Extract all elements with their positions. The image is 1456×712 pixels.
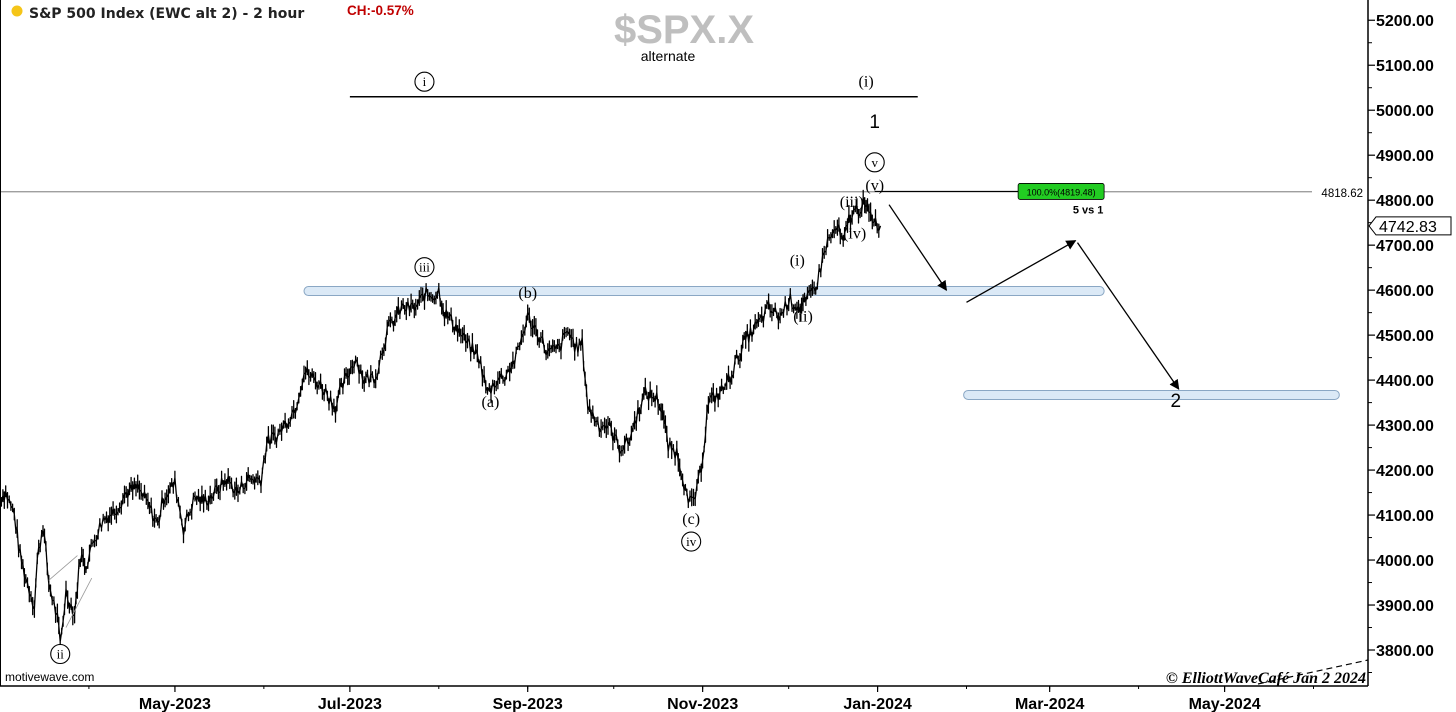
y-tick-label: 4000.00 xyxy=(1376,553,1434,570)
support-zone-2 xyxy=(963,389,1340,400)
wave-label: ii xyxy=(50,643,71,665)
wave-label-text: (a) xyxy=(482,394,500,411)
projection-arrow-down xyxy=(888,204,947,291)
wave-label: (a) xyxy=(482,394,500,411)
wave-label: (iv) xyxy=(843,225,866,242)
target-box xyxy=(1017,183,1105,200)
watermark-symbol: $SPX.X xyxy=(614,8,754,52)
trend-line-lower xyxy=(65,577,93,628)
trend-line-upper xyxy=(48,555,78,581)
x-tick-label[interactable]: Nov-2023 xyxy=(667,696,738,712)
wave-label: (v) xyxy=(865,177,884,194)
y-tick-label: 5000.00 xyxy=(1376,103,1434,120)
wave-label: (iii) xyxy=(840,194,864,211)
watermark-subtitle: alternate xyxy=(641,48,696,64)
target-note: 5 vs 1 xyxy=(1073,204,1104,216)
wave-label-text: (i) xyxy=(790,252,805,269)
x-tick-label[interactable]: Jul-2023 xyxy=(318,696,382,712)
x-tick-label[interactable]: Mar-2024 xyxy=(1015,696,1084,712)
target-wave-label: 2 xyxy=(1171,391,1182,412)
wave-label: iii xyxy=(414,257,435,278)
wave-label-text: (v) xyxy=(865,177,884,194)
grid xyxy=(0,191,1312,193)
wave-label-text: (c) xyxy=(682,511,700,528)
wave-circle-icon xyxy=(681,531,702,552)
dashed-decoration xyxy=(1257,659,1369,685)
y-tick-label: 4800.00 xyxy=(1376,193,1434,210)
wave-label-text: (b) xyxy=(518,285,537,302)
y-tick-label: 4300.00 xyxy=(1376,418,1434,435)
wave-label-text: v xyxy=(871,155,878,170)
status-dot-icon xyxy=(11,5,23,17)
change-value: CH:-0.57% xyxy=(347,3,414,18)
wave-label: v xyxy=(864,152,885,173)
wave-label-text: iii xyxy=(419,260,430,275)
wave-circle-icon xyxy=(414,257,435,278)
wave-label: (i) xyxy=(790,252,805,269)
wave-circle-icon xyxy=(864,152,885,173)
price-series xyxy=(0,189,882,650)
y-tick-label: 4500.00 xyxy=(1376,328,1434,345)
current-price-label: 4742.83 xyxy=(1379,219,1437,236)
wave-label: (ii) xyxy=(793,309,813,326)
wave-label-text: (ii) xyxy=(793,309,813,326)
y-tick-label: 4900.00 xyxy=(1376,148,1434,165)
x-tick-label[interactable]: Sep-2023 xyxy=(493,696,563,712)
wave-label: 1 xyxy=(869,112,880,133)
wave-circle-icon xyxy=(50,643,71,665)
wave-label: (c) xyxy=(682,511,700,528)
projection-arrow-target xyxy=(1076,242,1180,390)
wave-label-text: ii xyxy=(57,647,65,662)
y-tick-label: 5100.00 xyxy=(1376,58,1434,75)
credit-label: © ElliottWaveCafé Jan 2 2024 xyxy=(1166,670,1366,687)
source-label: motivewave.com xyxy=(5,670,94,684)
wave-label-text: 1 xyxy=(869,112,880,133)
y-tick-label: 3800.00 xyxy=(1376,643,1434,660)
x-tick-label[interactable]: Jan-2024 xyxy=(843,696,912,712)
wave-label: (b) xyxy=(518,285,537,302)
wave-label-text: (i) xyxy=(859,74,874,91)
y-tick-label: 4100.00 xyxy=(1376,508,1434,525)
wave-labels: i (i)iiiii(a)(b)(c)iv(i)(ii)(iii)(iv)(v)v… xyxy=(50,71,1182,665)
wave-label: i xyxy=(414,71,435,92)
wave-label-text: (iv) xyxy=(843,225,866,242)
target-box-label: 100.0%(4819.48) xyxy=(1027,187,1096,197)
chart-title: S&P 500 Index (EWC alt 2) - 2 hour xyxy=(29,6,304,22)
y-tick-label: 4400.00 xyxy=(1376,373,1434,390)
wave-label-text: iv xyxy=(686,534,697,549)
y-tick-label: 4200.00 xyxy=(1376,463,1434,480)
x-tick-label[interactable]: May-2024 xyxy=(1189,696,1261,712)
wave-label: iv xyxy=(681,531,702,552)
y-tick-label: 4600.00 xyxy=(1376,283,1434,300)
x-tick-label[interactable]: May-2023 xyxy=(139,696,211,712)
wave-circle-icon xyxy=(414,71,435,92)
wave-label: (i) xyxy=(859,74,874,91)
projection-arrows: 100.0%(4819.48) 5 vs 1 xyxy=(874,183,1180,390)
y-tick-label: 5200.00 xyxy=(1376,13,1434,30)
y-tick-label: 3900.00 xyxy=(1376,598,1434,615)
projection-arrow-up xyxy=(966,240,1077,303)
wave-label-text: i xyxy=(423,74,427,89)
price-line xyxy=(0,189,882,650)
current-price-tag xyxy=(1368,216,1452,236)
y-tick-label: 4700.00 xyxy=(1376,238,1434,255)
support-zones xyxy=(303,286,1340,400)
support-zone-1 xyxy=(303,286,1105,297)
wave-label-text: (iii) xyxy=(840,194,864,211)
reference-line-label: 4818.62 xyxy=(1321,188,1363,200)
